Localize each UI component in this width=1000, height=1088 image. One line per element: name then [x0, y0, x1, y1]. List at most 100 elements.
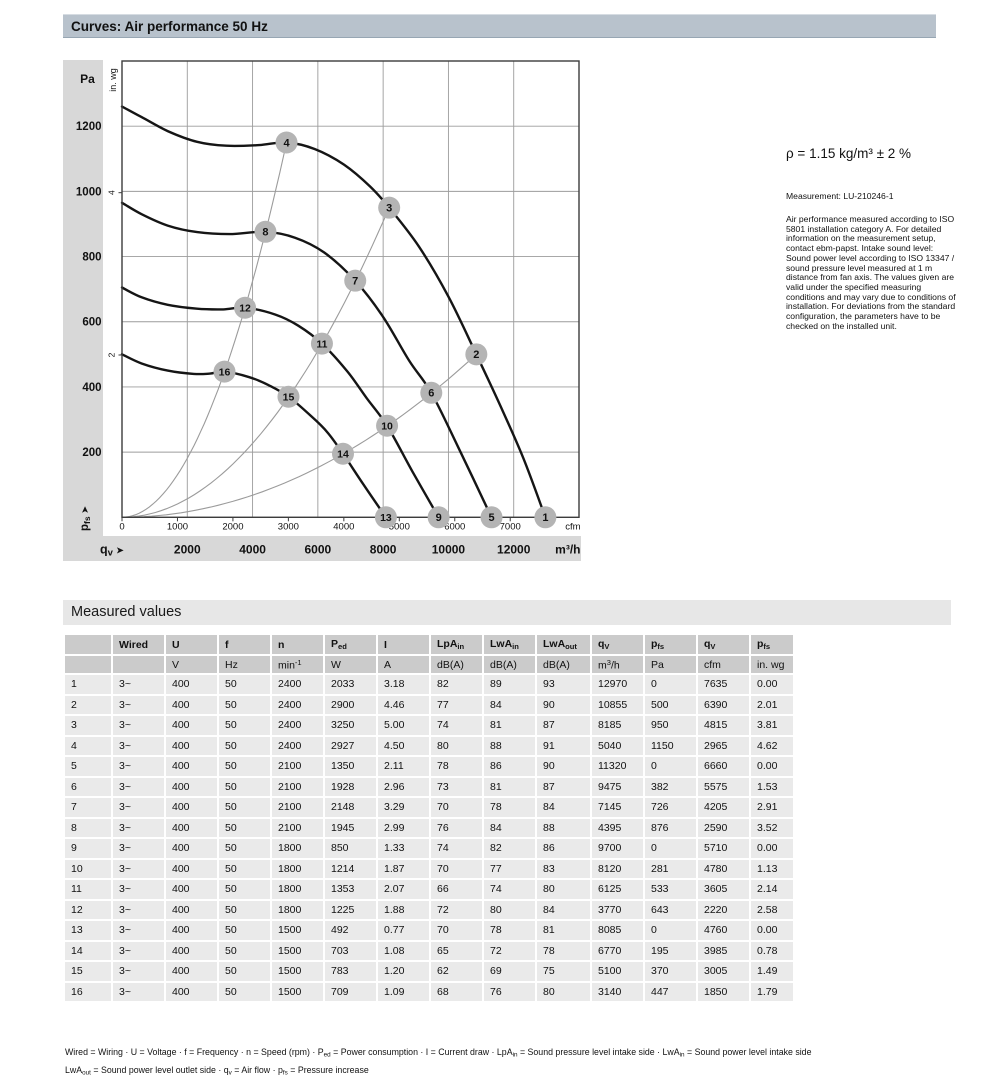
- table-cell: 3985: [698, 941, 749, 960]
- table-cell: 1225: [325, 900, 376, 919]
- table-cell: 3005: [698, 962, 749, 981]
- qv-axis-label: qv ➤: [100, 543, 124, 559]
- marker-8: 8: [254, 220, 277, 243]
- cfm-tick-label: 7000: [500, 522, 521, 533]
- table-cell: 1: [65, 675, 111, 694]
- table-cell: 66: [431, 880, 482, 899]
- table-cell: 80: [484, 900, 535, 919]
- table-row: 14 3~ 400 50 1500 703 1.08 65 72 78 6770 195 3985 0.7…: [65, 941, 793, 960]
- table-header-cell: W: [325, 656, 376, 673]
- table-row: 5 3~ 400 50 2100 1350 2.11 78 86 90 11320 0 6660 0.00: [65, 757, 793, 776]
- table-cell: 400: [166, 921, 217, 940]
- table-cell: 2100: [272, 798, 323, 817]
- table-cell: 74: [431, 716, 482, 735]
- table-cell: 1.09: [378, 982, 429, 1001]
- table-cell: 87: [537, 716, 590, 735]
- inwg-tick-label: 4: [107, 190, 117, 195]
- table-cell: 2400: [272, 675, 323, 694]
- table-header-cell: dB(A): [484, 656, 535, 673]
- table-cell: 3~: [113, 798, 164, 817]
- table-cell: 3.81: [751, 716, 793, 735]
- section-header-measured-values: Measured values: [63, 600, 951, 625]
- table-cell: 3~: [113, 900, 164, 919]
- m3h-tick-label: 6000: [305, 543, 332, 557]
- table-cell: 2.96: [378, 777, 429, 796]
- table-cell: 0.00: [751, 757, 793, 776]
- text-line: 5801 installation category A. For detail…: [786, 223, 942, 234]
- table-cell: 5575: [698, 777, 749, 796]
- table-cell: 3~: [113, 982, 164, 1001]
- table-cell: 76: [484, 982, 535, 1001]
- table-cell: 5710: [698, 839, 749, 858]
- text-line: installation. For deviations from the st…: [786, 301, 956, 312]
- table-cell: 3~: [113, 941, 164, 960]
- table-cell: 82: [484, 839, 535, 858]
- svg-text:14: 14: [337, 449, 349, 461]
- table-cell: 81: [484, 777, 535, 796]
- table-cell: 400: [166, 859, 217, 878]
- table-row: 7 3~ 400 50 2100 2148 3.29 70 78 84 7145 726 4205 2.9…: [65, 798, 793, 817]
- pa-tick-label: 200: [82, 447, 101, 459]
- cfm-tick-label: 4000: [333, 522, 354, 533]
- table-cell: 4: [65, 736, 111, 755]
- text-line: checked on the installed unit.: [786, 320, 897, 331]
- table-cell: 195: [645, 941, 696, 960]
- air-density-note: ρ = 1.15 kg/m³ ± 2 %: [786, 146, 912, 161]
- table-cell: 50: [219, 818, 270, 837]
- table-cell: 50: [219, 716, 270, 735]
- table-cell: 78: [431, 757, 482, 776]
- section-title-measured-values: Measured values: [71, 604, 182, 620]
- table-cell: 1.33: [378, 839, 429, 858]
- table-cell: 1.08: [378, 941, 429, 960]
- table-cell: 6: [65, 777, 111, 796]
- table-cell: 3.52: [751, 818, 793, 837]
- table-cell: 400: [166, 695, 217, 714]
- table-cell: 3~: [113, 736, 164, 755]
- table-cell: 0.78: [751, 941, 793, 960]
- table-cell: 400: [166, 675, 217, 694]
- table-cell: 0.77: [378, 921, 429, 940]
- table-cell: 2.14: [751, 880, 793, 899]
- table-cell: 1928: [325, 777, 376, 796]
- table-cell: 50: [219, 757, 270, 776]
- marker-13: 13: [374, 506, 397, 529]
- table-cell: 447: [645, 982, 696, 1001]
- table-cell: 50: [219, 941, 270, 960]
- table-cell: 10855: [592, 695, 643, 714]
- table-cell: 400: [166, 900, 217, 919]
- table-cell: 65: [431, 941, 482, 960]
- table-cell: 1.49: [751, 962, 793, 981]
- table-cell: 1.20: [378, 962, 429, 981]
- table-cell: 3~: [113, 675, 164, 694]
- table-cell: 93: [537, 675, 590, 694]
- svg-text:16: 16: [219, 366, 231, 378]
- m3h-tick-label: 10000: [432, 543, 466, 557]
- text-line: information on the measurement setup,: [786, 233, 936, 244]
- table-body: 1 3~ 400 50 2400 2033 3.18 82 89 93 12970 0 7635 0.00…: [65, 675, 793, 1001]
- y-axis-panel: [63, 60, 103, 561]
- table-cell: 1800: [272, 839, 323, 858]
- table-row: 16 3~ 400 50 1500 709 1.09 68 76 80 3140 447 1850 1.7…: [65, 982, 793, 1001]
- pa-tick-label: 600: [82, 317, 101, 329]
- table-cell: 12: [65, 900, 111, 919]
- table-row: 15 3~ 400 50 1500 783 1.20 62 69 75 5100 370 3005 1.4…: [65, 962, 793, 981]
- text-line: Air performance measured according to IS…: [786, 214, 955, 224]
- table-cell: 2.58: [751, 900, 793, 919]
- svg-text:13: 13: [380, 512, 392, 524]
- table-header-cell: Hz: [219, 656, 270, 673]
- table-cell: 1.79: [751, 982, 793, 1001]
- table-cell: 4815: [698, 716, 749, 735]
- table-cell: 2400: [272, 716, 323, 735]
- table-header-cell: [65, 635, 111, 654]
- table-cell: 1500: [272, 962, 323, 981]
- table-cell: 4.62: [751, 736, 793, 755]
- table-cell: 2927: [325, 736, 376, 755]
- system-curve-3-7-11-15: [121, 207, 390, 518]
- table-cell: 950: [645, 716, 696, 735]
- table-cell: 400: [166, 880, 217, 899]
- table-cell: 5: [65, 757, 111, 776]
- marker-15: 15: [277, 385, 300, 408]
- table-cell: 81: [537, 921, 590, 940]
- table-cell: 6125: [592, 880, 643, 899]
